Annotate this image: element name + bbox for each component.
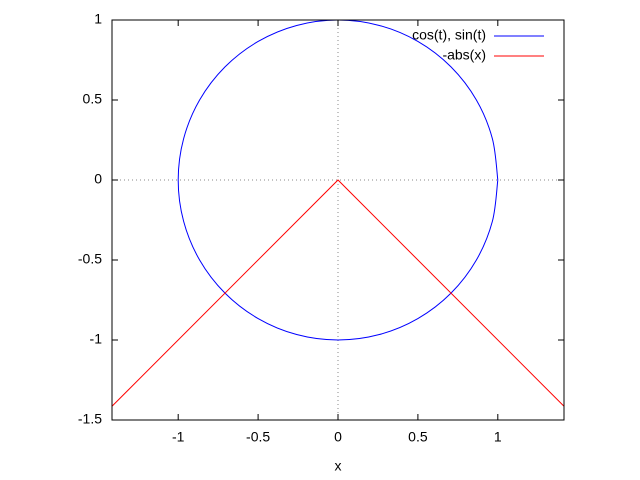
x-tick-label: -1 <box>172 429 185 445</box>
x-tick-label: 0.5 <box>408 429 428 445</box>
x-tick-label: 0 <box>334 429 342 445</box>
y-tick-label: -1.5 <box>78 411 102 427</box>
series-line <box>111 179 565 407</box>
y-tick-label: 0 <box>94 171 102 187</box>
y-tick-label: 0.5 <box>83 91 103 107</box>
legend-label: cos(t), sin(t) <box>412 27 486 43</box>
y-tick-label: -1 <box>90 331 103 347</box>
y-tick-label: -0.5 <box>78 251 102 267</box>
plot-border <box>111 19 565 421</box>
x-axis-label: x <box>335 458 342 474</box>
series-line <box>177 19 499 341</box>
x-tick-label: -0.5 <box>246 429 270 445</box>
legend-label: -abs(x) <box>442 47 486 63</box>
x-tick-label: 1 <box>494 429 502 445</box>
y-tick-label: 1 <box>94 11 102 27</box>
